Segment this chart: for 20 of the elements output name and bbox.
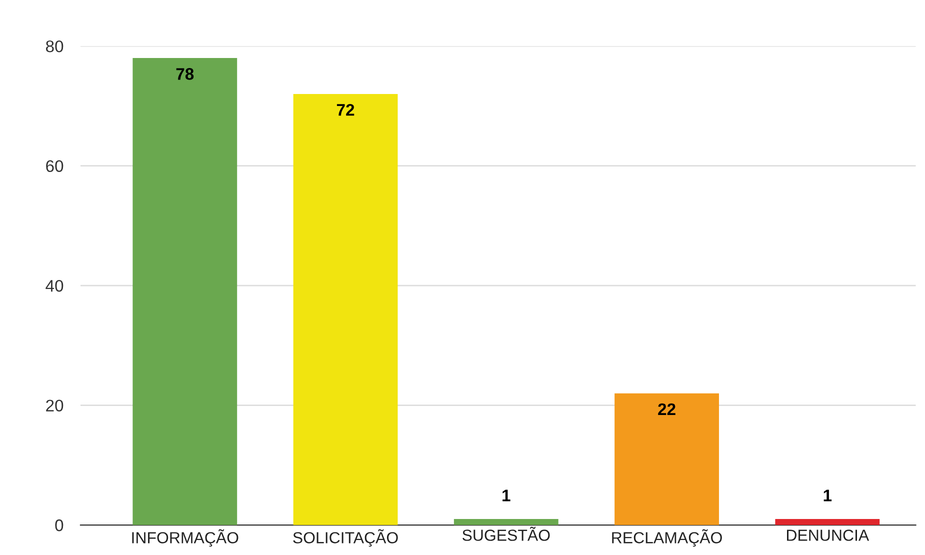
data-label: 1 [502,490,510,502]
bar [614,393,719,526]
data-label: 1 [824,490,832,502]
data-label: 22 [658,403,676,415]
bar [293,94,398,526]
bar [775,519,880,526]
x-tick-label: INFORMAÇÃO [132,529,238,547]
y-tick-label: 40 [46,280,64,292]
y-tick-label: 60 [46,160,64,172]
x-tick-label: SUGESTÃO [462,526,550,541]
x-tick-label: DENUNCIA [787,530,870,541]
y-tick-label: 20 [46,400,64,412]
bar [454,519,558,526]
y-tick-label: 0 [55,519,64,532]
x-tick-label: SOLICITAÇÃO [293,529,398,547]
x-tick-label: RECLAMAÇÃO [612,529,722,547]
y-tick-label: 80 [46,40,64,52]
data-label: 78 [176,68,194,80]
bar [132,58,238,526]
data-label: 72 [336,104,354,116]
